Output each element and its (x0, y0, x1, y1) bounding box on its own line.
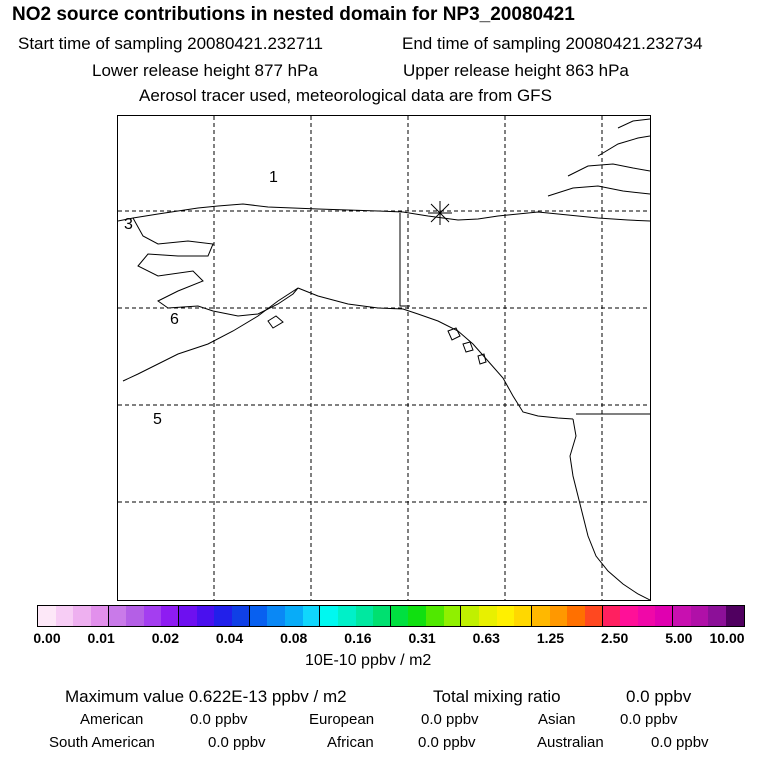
source-marker-icon (428, 201, 452, 225)
colorbar-tick-label: 5.00 (665, 630, 693, 646)
region-name-asian: Asian (538, 711, 576, 728)
colorbar-swatch (38, 606, 56, 626)
colorbar-swatch (73, 606, 91, 626)
colorbar-tick-label: 2.50 (601, 630, 629, 646)
colorbar-swatch (531, 606, 550, 626)
colorbar-swatch (602, 606, 621, 626)
plot-title: NO2 source contributions in nested domai… (12, 4, 575, 25)
colorbar-swatch (390, 606, 409, 626)
colorbar-tick-label: 0.63 (472, 630, 500, 646)
colorbar-swatch (549, 606, 568, 626)
colorbar-swatch (426, 606, 444, 626)
colorbar-swatch (249, 606, 268, 626)
total-mixing-label: Total mixing ratio (433, 687, 561, 706)
colorbar-swatch (496, 606, 515, 626)
colorbar-tick-label: 0.08 (280, 630, 308, 646)
region-value-asian: 0.0 ppbv (620, 711, 678, 728)
coastlines (118, 118, 650, 600)
colorbar-swatch (302, 606, 321, 626)
colorbar-swatch (196, 606, 215, 626)
region-name-african: African (327, 734, 374, 751)
colorbar-swatch (320, 606, 338, 626)
colorbar-tick-label: 0.31 (408, 630, 436, 646)
region-value-south-american: 0.0 ppbv (208, 734, 266, 751)
colorbar-swatch (267, 606, 285, 626)
start-time: Start time of sampling 20080421.232711 (18, 34, 323, 53)
region-value-african: 0.0 ppbv (418, 734, 476, 751)
colorbar-swatch (355, 606, 374, 626)
region-value-australian: 0.0 ppbv (651, 734, 709, 751)
region-label-1: 1 (269, 169, 278, 186)
region-value-american: 0.0 ppbv (190, 711, 248, 728)
colorbar-swatch (55, 606, 74, 626)
colorbar-tick-label: 0.16 (344, 630, 372, 646)
colorbar-tick-label: 10.00 (709, 630, 745, 646)
total-mixing-value: 0.0 ppbv (626, 687, 692, 706)
colorbar-swatch (373, 606, 391, 626)
colorbar-swatch (337, 606, 356, 626)
tracer-info: Aerosol tracer used, meteorological data… (139, 86, 552, 105)
colorbar-swatch (479, 606, 497, 626)
colorbar-swatch (232, 606, 250, 626)
colorbar-swatch (90, 606, 109, 626)
max-value: Maximum value 0.622E-13 ppbv / m2 (65, 687, 347, 706)
colorbar-swatch (690, 606, 709, 626)
colorbar-swatch (408, 606, 427, 626)
region-name-australian: Australian (537, 734, 604, 751)
colorbar-swatch (514, 606, 532, 626)
colorbar-swatch (214, 606, 233, 626)
region-name-south-american: South American (49, 734, 155, 751)
region-label-3: 3 (124, 216, 133, 233)
colorbar (37, 605, 745, 627)
colorbar-swatch (143, 606, 162, 626)
colorbar-tick-label: 0.01 (87, 630, 115, 646)
colorbar-swatch (108, 606, 127, 626)
colorbar-swatch (584, 606, 603, 626)
colorbar-swatch (443, 606, 462, 626)
colorbar-swatch (655, 606, 674, 626)
colorbar-units: 10E-10 ppbv / m2 (305, 652, 432, 669)
colorbar-swatch (461, 606, 480, 626)
colorbar-swatch (725, 606, 744, 626)
colorbar-swatch (673, 606, 691, 626)
colorbar-swatch (620, 606, 638, 626)
upper-release-height: Upper release height 863 hPa (403, 61, 629, 80)
region-name-european: European (309, 711, 375, 728)
lower-release-height: Lower release height 877 hPa (92, 61, 318, 80)
colorbar-swatch (284, 606, 303, 626)
colorbar-tick-label: 0.04 (215, 630, 244, 646)
colorbar-swatch (161, 606, 180, 626)
region-name-american: American (80, 711, 144, 728)
colorbar-tick-label: 0.02 (151, 630, 179, 646)
colorbar-swatch (126, 606, 144, 626)
colorbar-tick-label: 0.00 (33, 630, 61, 646)
colorbar-swatch (179, 606, 197, 626)
region-label-6: 6 (170, 311, 179, 328)
colorbar-swatch (637, 606, 656, 626)
colorbar-swatch (708, 606, 726, 626)
colorbar-tick-label: 1.25 (536, 630, 565, 646)
map-canvas: 1 3 6 5 (118, 116, 650, 600)
end-time: End time of sampling 20080421.232734 (402, 34, 703, 53)
colorbar-swatch (567, 606, 585, 626)
region-value-european: 0.0 ppbv (421, 711, 479, 728)
map-panel: 1 3 6 5 (117, 115, 651, 601)
region-label-5: 5 (153, 411, 162, 428)
